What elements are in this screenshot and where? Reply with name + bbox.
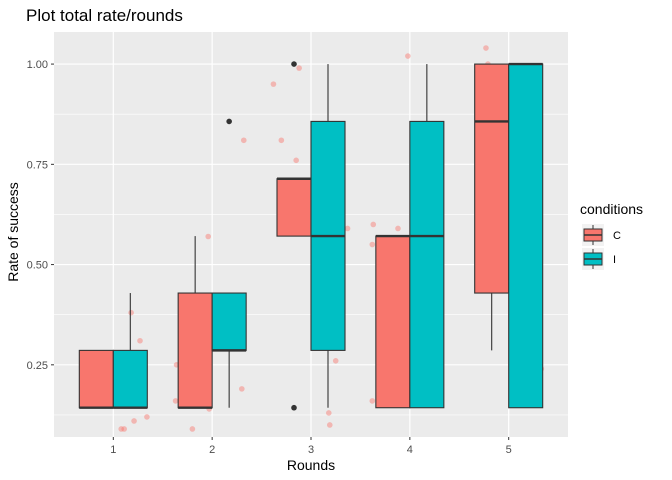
jitter-point bbox=[369, 398, 376, 404]
y-tick-label: 0.75 bbox=[27, 159, 48, 171]
y-tick-label: 0.25 bbox=[27, 360, 48, 372]
jitter-point bbox=[270, 81, 277, 87]
outlier-point bbox=[226, 118, 232, 125]
jitter-point bbox=[344, 225, 351, 232]
jitter-point bbox=[118, 426, 125, 432]
jitter-point bbox=[483, 45, 489, 51]
box-c-4 bbox=[375, 235, 411, 409]
legend-label-i: I bbox=[613, 254, 616, 266]
jitter-point bbox=[131, 418, 137, 424]
box-c-5 bbox=[474, 63, 510, 294]
y-tick-label: 1.00 bbox=[27, 59, 48, 71]
x-axis-title: Rounds bbox=[287, 457, 335, 473]
jitter-point bbox=[121, 426, 127, 432]
jitter-point bbox=[128, 309, 134, 316]
jitter-point bbox=[369, 241, 376, 248]
jitter-point bbox=[395, 225, 401, 232]
jitter-point bbox=[172, 398, 179, 404]
box-c-2 bbox=[177, 292, 213, 409]
jitter-point bbox=[326, 422, 333, 428]
box-i-1 bbox=[112, 349, 148, 409]
x-tick-label: 2 bbox=[209, 444, 215, 456]
jitter-point bbox=[332, 358, 339, 364]
chart-title: Plot total rate/rounds bbox=[26, 6, 183, 25]
x-tick-label: 5 bbox=[506, 444, 512, 456]
box-c-1 bbox=[78, 349, 114, 409]
boxes bbox=[78, 61, 544, 411]
jitter-point bbox=[137, 337, 143, 344]
jitter-point bbox=[296, 65, 302, 71]
jitter-point bbox=[293, 157, 299, 164]
box-i-5 bbox=[508, 63, 544, 409]
x-tick-label: 3 bbox=[308, 444, 314, 456]
jitter-point bbox=[405, 53, 411, 59]
jitter-point bbox=[325, 410, 332, 416]
jitter-point bbox=[205, 233, 211, 240]
y-tick-label: 0.50 bbox=[27, 260, 48, 272]
jitter-point bbox=[240, 137, 247, 144]
x-tick-label: 1 bbox=[110, 444, 116, 456]
jitter-point bbox=[239, 386, 245, 392]
legend-title: conditions bbox=[580, 201, 643, 217]
jitter-point bbox=[189, 426, 196, 432]
legend: conditions CI bbox=[580, 201, 643, 270]
x-tick-label: 4 bbox=[407, 444, 413, 456]
y-axis-title: Rate of success bbox=[5, 182, 21, 282]
box-c-3 bbox=[276, 178, 312, 237]
legend-label-c: C bbox=[613, 230, 621, 242]
axes: 0.25 0.50 0.75 1.00 1 2 3 4 5 bbox=[27, 59, 512, 456]
jitter-point bbox=[144, 414, 150, 420]
jitter-point bbox=[278, 137, 285, 144]
jitter-point bbox=[370, 221, 377, 228]
outlier-point bbox=[291, 61, 297, 67]
box-i-4 bbox=[409, 120, 445, 409]
box-i-2 bbox=[211, 292, 247, 351]
outlier-point bbox=[291, 404, 297, 411]
